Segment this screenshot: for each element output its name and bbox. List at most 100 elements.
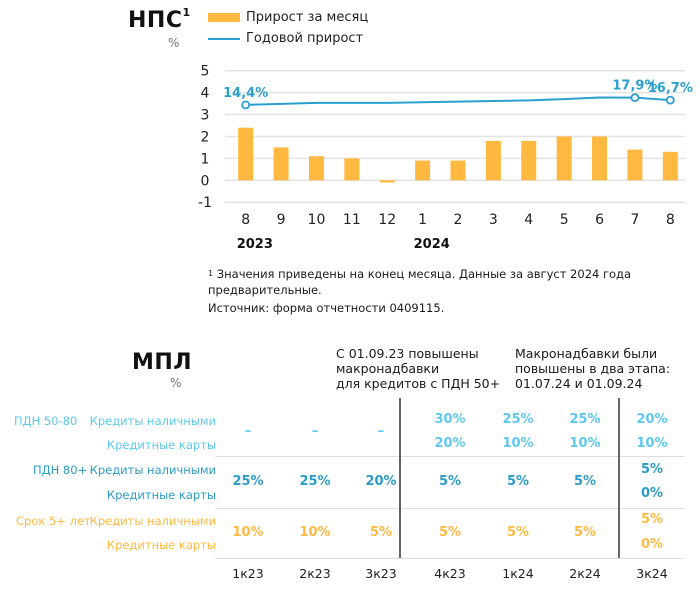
cell: 10% [232, 525, 264, 540]
x-tick-label: 11 [343, 212, 361, 228]
footnote-text: Значения приведены на конец месяца. Данн… [208, 267, 632, 297]
quarter-label: 2к24 [569, 566, 601, 581]
cell: 5% [369, 525, 393, 540]
bar [450, 160, 466, 181]
cell: 25% [502, 412, 534, 427]
legend-label-annual: Годовой прирост [246, 31, 364, 46]
cell: 5% [573, 474, 597, 489]
table-title: МПЛ [132, 350, 193, 375]
bar [379, 180, 395, 183]
x-tick-label: 3 [489, 212, 498, 228]
y-tick-label: 3 [201, 108, 210, 124]
annotation-2023: С 01.09.23 повышены макронадбавки для кр… [336, 346, 500, 391]
cell: 5% [640, 512, 664, 527]
row-label-cards: Кредитные карты [106, 438, 216, 452]
x-tick-label: 7 [630, 212, 639, 228]
line-data-label: 14,4% [223, 86, 268, 101]
footnote-mark: 1 [208, 269, 214, 278]
cell: 5% [573, 525, 597, 540]
cell: 30% [434, 412, 466, 427]
cell: 5% [506, 474, 530, 489]
bar [485, 140, 501, 181]
cell: 25% [569, 412, 601, 427]
bar [556, 136, 572, 181]
line-data-label: 16,7% [648, 81, 693, 96]
cell: 10% [569, 436, 601, 451]
x-tick-label: 8 [666, 212, 675, 228]
footnote: 1 Значения приведены на конец месяца. Да… [208, 266, 678, 298]
cell: – [377, 424, 385, 439]
cell: 20% [365, 474, 397, 489]
x-tick-label: 6 [595, 212, 604, 228]
quarter-label: 1к23 [232, 566, 264, 581]
legend-item-monthly: Прирост за месяц [208, 10, 368, 25]
x-tick-label: 9 [277, 212, 286, 228]
cell: 20% [636, 412, 668, 427]
group-label-pdn-50-80: ПДН 50-80 [14, 414, 78, 428]
bar [308, 156, 324, 181]
table-unit: % [170, 376, 182, 390]
source-note: Источник: форма отчетности 0409115. [208, 301, 445, 315]
cell: 5% [438, 474, 462, 489]
row-label-cash: Кредиты наличными [89, 463, 216, 477]
row-label-cards: Кредитные карты [106, 488, 216, 502]
cell: 25% [299, 474, 331, 489]
cell: 0% [640, 537, 664, 552]
annotation-line: С 01.09.23 повышены [336, 346, 479, 361]
cell: – [244, 424, 252, 439]
vertical-divider-2024 [618, 398, 620, 558]
quarter-label: 1к24 [502, 566, 534, 581]
cell: 25% [232, 474, 264, 489]
annotation-line: макронадбавки [336, 361, 440, 376]
x-tick-label: 12 [378, 212, 396, 228]
cell: 5% [506, 525, 530, 540]
annotation-line: Макронадбавки были [515, 346, 658, 361]
bar [627, 149, 643, 181]
y-tick-label: 5 [201, 64, 210, 80]
y-tick-label: 1 [201, 151, 210, 167]
bar [415, 160, 431, 181]
line-point-marker [630, 93, 640, 103]
chart-title: НПС1 [128, 6, 191, 33]
chart-unit: % [168, 36, 180, 50]
row-label-cash: Кредиты наличными [89, 414, 216, 428]
y-tick-label: -1 [198, 195, 212, 211]
row-label-cash: Кредиты наличными [89, 514, 216, 528]
year-label: 2024 [414, 237, 450, 252]
cell: 5% [640, 462, 664, 477]
y-tick-label: 2 [201, 129, 210, 145]
row-divider [215, 456, 685, 457]
row-label-cards: Кредитные карты [106, 538, 216, 552]
group-label-pdn-80: ПДН 80+ [33, 463, 88, 477]
annotation-line: повышены в два этапа: [515, 361, 671, 376]
cell: 10% [299, 525, 331, 540]
legend-swatch-bar [208, 13, 240, 22]
legend-swatch-line [208, 37, 240, 40]
x-tick-label: 4 [524, 212, 533, 228]
cell: 10% [636, 436, 668, 451]
row-divider [215, 508, 685, 509]
year-label: 2023 [237, 237, 273, 252]
vertical-divider-2023 [399, 398, 401, 558]
line-point-marker [665, 95, 675, 105]
x-tick-label: 10 [308, 212, 326, 228]
annotation-line: для кредитов с ПДН 50+ [336, 376, 501, 391]
quarter-label: 3к24 [636, 566, 668, 581]
bar [592, 136, 608, 181]
annotation-2024: Макронадбавки были повышены в два этапа:… [515, 346, 670, 391]
x-tick-label: 5 [560, 212, 569, 228]
x-tick-label: 8 [241, 212, 250, 228]
legend-label-monthly: Прирост за месяц [246, 10, 369, 25]
cell: 20% [434, 436, 466, 451]
x-tick-label: 2 [454, 212, 463, 228]
footnote-mark: 1 [182, 6, 191, 19]
cell: 5% [438, 525, 462, 540]
bar [344, 158, 360, 181]
y-tick-label: 4 [201, 86, 210, 102]
bar [662, 151, 678, 181]
bar [273, 147, 289, 181]
cell: 0% [640, 486, 664, 501]
line-data-label: 17,9% [612, 79, 657, 94]
annual-growth-line [245, 96, 671, 106]
